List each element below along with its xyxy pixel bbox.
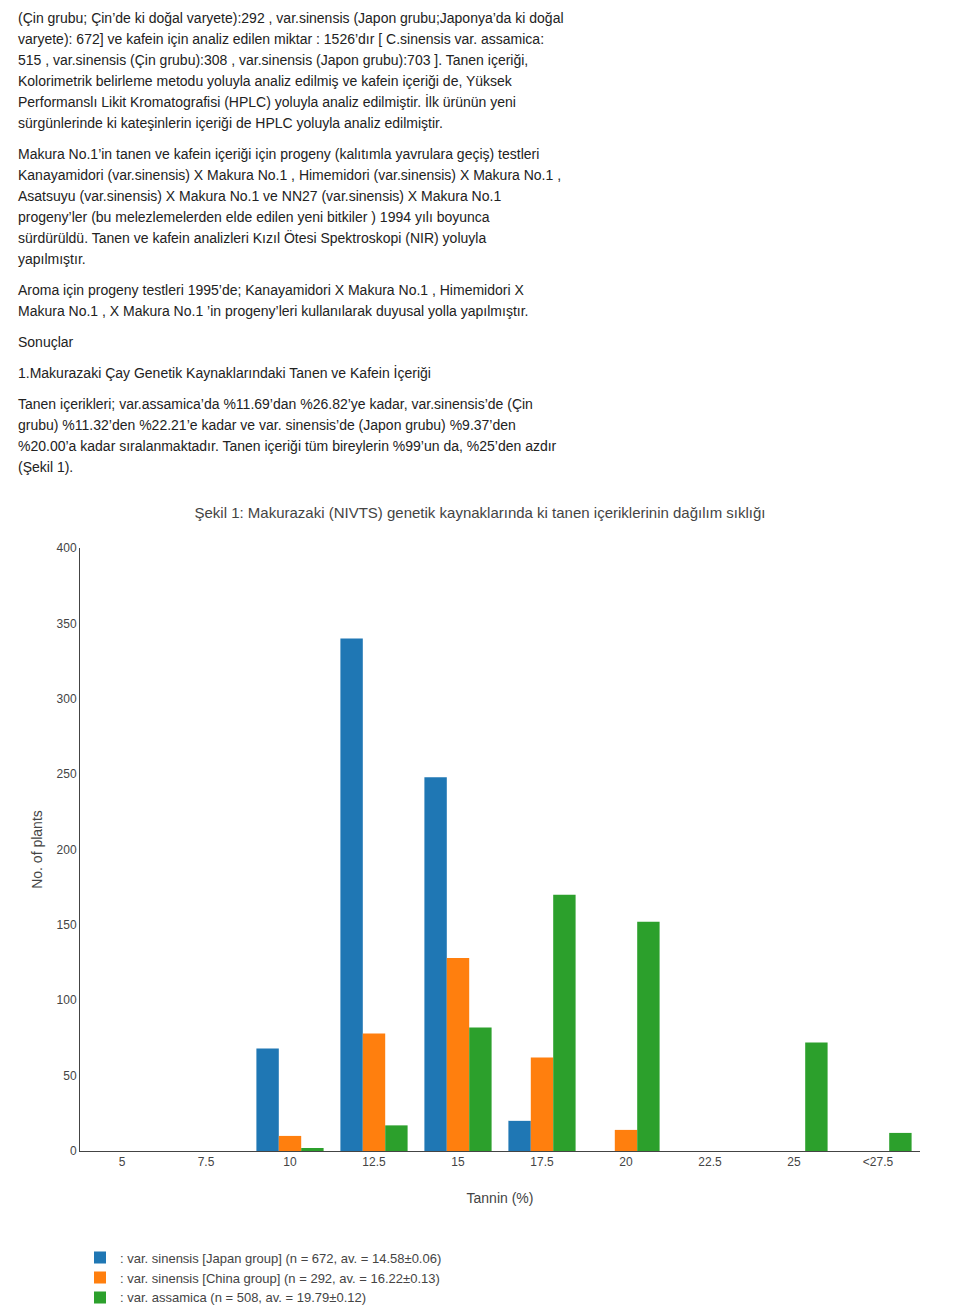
svg-text:150: 150 — [57, 918, 77, 932]
svg-text:: var. sinensis [Japan group]: : var. sinensis [Japan group] (n = 672, … — [120, 1251, 441, 1266]
svg-text:12.5: 12.5 — [362, 1155, 386, 1169]
html-text:yapılmıştır.: yapılmıştır. — [18, 251, 86, 267]
svg-text:200: 200 — [57, 843, 77, 857]
html-text:%20.00’a kadar sıralanmaktadır: %20.00’a kadar sıralanmaktadır. Tanen iç… — [18, 438, 557, 454]
svg-text:25: 25 — [787, 1155, 801, 1169]
svg-text:No. of plants: No. of plants — [29, 810, 45, 889]
svg-text:: var. sinensis [China group]: : var. sinensis [China group] (n = 292, … — [120, 1271, 440, 1286]
svg-text:17.5: 17.5 — [530, 1155, 554, 1169]
html-text:Tanen içerikleri; var.assamica: Tanen içerikleri; var.assamica’da %11.69… — [18, 396, 533, 412]
svg-text:Şekil 1: Makurazaki (NIVTS) ge: Şekil 1: Makurazaki (NIVTS) genetik kayn… — [194, 504, 765, 521]
html-text:(Şekil 1).: (Şekil 1). — [18, 459, 74, 475]
html-text:progeny’ler (bu melezlemelerde: progeny’ler (bu melezlemelerden elde edi… — [18, 209, 490, 225]
svg-text:Tannin (%): Tannin (%) — [467, 1190, 534, 1206]
svg-text:0: 0 — [70, 1144, 77, 1158]
svg-text:5: 5 — [119, 1155, 126, 1169]
html-text:grubu) %11.32’den %22.21’e kad: grubu) %11.32’den %22.21’e kadar ve var.… — [18, 417, 516, 433]
html-text:Performanslı Likit Kromatograf: Performanslı Likit Kromatografisi (HPLC)… — [18, 94, 516, 110]
svg-text:: var. assamica (n = 508, av.: : var. assamica (n = 508, av. = 19.79±0.… — [120, 1290, 366, 1305]
html-text:Aroma için progeny testleri 19: Aroma için progeny testleri 1995’de; Kan… — [18, 282, 524, 298]
html-text:sürdürüldü. Tanen ve kafein an: sürdürüldü. Tanen ve kafein analizleri K… — [18, 230, 487, 246]
html-text:Asatsuyu (var.sinensis) X Maku: Asatsuyu (var.sinensis) X Makura No.1 ve… — [18, 188, 502, 204]
html-text:sürgünlerinde ki kateşinlerin: sürgünlerinde ki kateşinlerin içeriği de… — [18, 115, 443, 131]
html-text:1.Makurazaki Çay Genetik Kayna: 1.Makurazaki Çay Genetik Kaynaklarındaki… — [18, 365, 431, 381]
svg-text:250: 250 — [57, 767, 77, 781]
svg-text:100: 100 — [57, 993, 77, 1007]
html-text:Makura No.1’in tanen ve kafein: Makura No.1’in tanen ve kafein içeriği i… — [18, 146, 540, 162]
html-text:varyete): 672] ve kafein için: varyete): 672] ve kafein için analiz edi… — [18, 31, 544, 47]
svg-text:7.5: 7.5 — [198, 1155, 215, 1169]
svg-text:22.5: 22.5 — [698, 1155, 722, 1169]
svg-text:400: 400 — [57, 541, 77, 555]
svg-text:50: 50 — [63, 1069, 77, 1083]
svg-text:300: 300 — [57, 692, 77, 706]
svg-text:15: 15 — [451, 1155, 465, 1169]
html-text:Makura No.1 , X Makura No.1 ’i: Makura No.1 , X Makura No.1 ’in progeny’… — [18, 303, 529, 319]
html-text:Sonuçlar: Sonuçlar — [18, 334, 74, 350]
html-text:Kolorimetrik belirleme metodu: Kolorimetrik belirleme metodu yoluyla an… — [18, 73, 512, 89]
html-text:(Çin grubu; Çin’de ki doğal va: (Çin grubu; Çin’de ki doğal varyete):292… — [18, 10, 564, 26]
html-text:515 , var.sinensis (Çin grubu): 515 , var.sinensis (Çin grubu):308 , var… — [18, 52, 529, 68]
svg-text:20: 20 — [619, 1155, 633, 1169]
html-text:Kanayamidori (var.sinensis) X: Kanayamidori (var.sinensis) X Makura No.… — [18, 167, 562, 183]
svg-text:10: 10 — [283, 1155, 297, 1169]
svg-text:350: 350 — [57, 617, 77, 631]
svg-text:<27.5: <27.5 — [863, 1155, 894, 1169]
